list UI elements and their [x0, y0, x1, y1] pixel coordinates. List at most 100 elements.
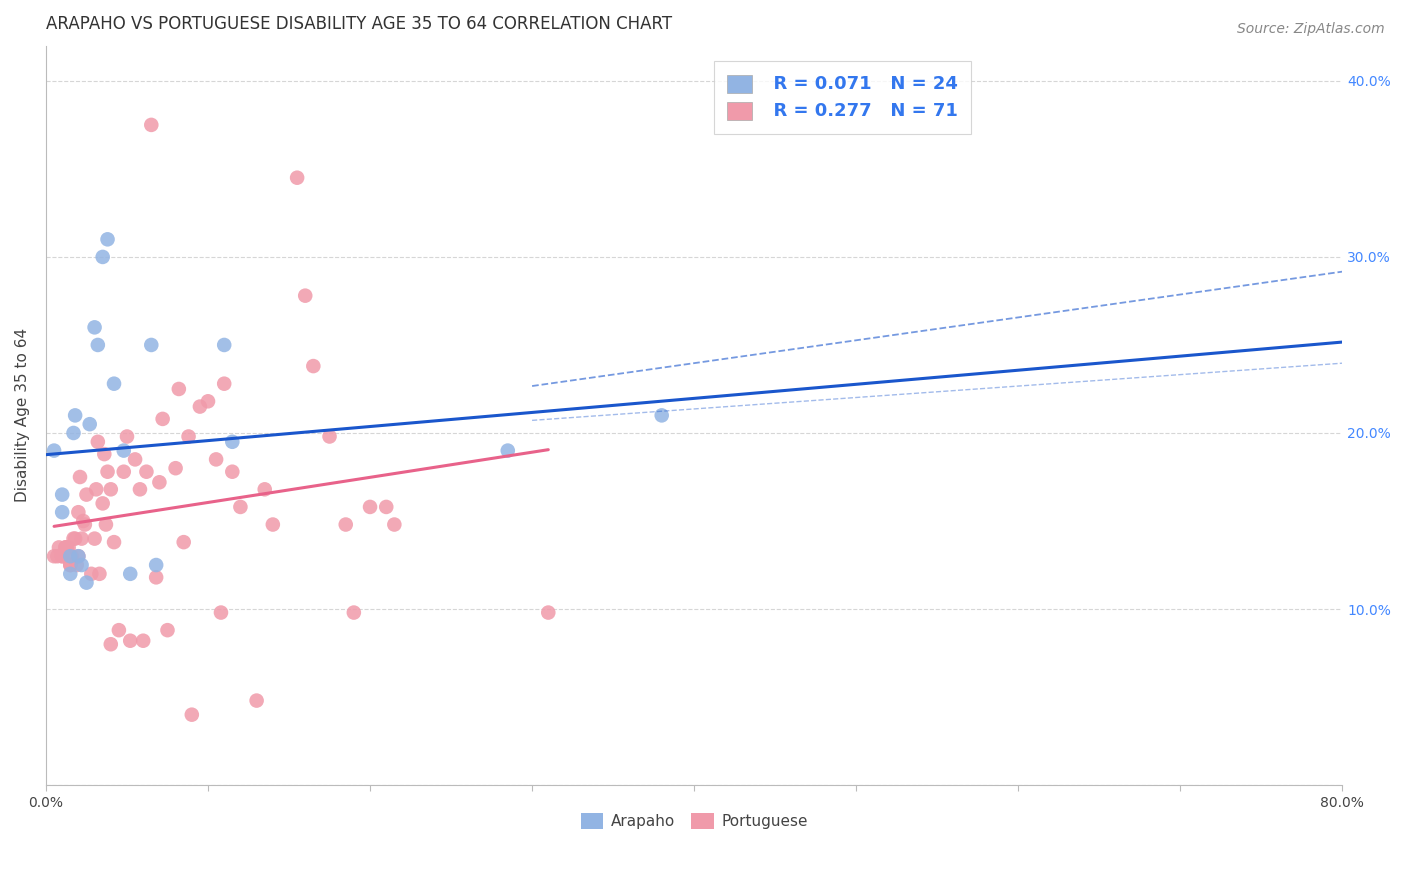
Point [51, 505, 73, 519]
Point [212, 376, 235, 391]
Point [145, 570, 167, 584]
Point [112, 443, 135, 458]
Point [63, 409, 86, 423]
Point [246, 693, 269, 707]
Point [66, 558, 89, 572]
Point [42, 549, 65, 564]
Point [173, 535, 195, 549]
Point [76, 575, 98, 590]
Point [69, 470, 91, 484]
Point [51, 487, 73, 501]
Point [302, 359, 325, 373]
Point [83, 532, 105, 546]
Point [294, 288, 316, 302]
Point [51, 549, 73, 564]
Point [87, 434, 110, 449]
Point [221, 434, 243, 449]
Point [132, 633, 155, 648]
Point [58, 541, 80, 555]
Point [55, 541, 77, 555]
Point [70, 558, 93, 572]
Point [165, 461, 187, 475]
Point [62, 425, 84, 440]
Point [60, 549, 83, 564]
Point [80, 566, 103, 581]
Point [205, 452, 228, 467]
Point [115, 429, 138, 443]
Point [67, 549, 90, 564]
Point [83, 320, 105, 334]
Point [262, 517, 284, 532]
Point [59, 558, 82, 572]
Point [112, 465, 135, 479]
Point [177, 429, 200, 443]
Point [188, 400, 211, 414]
Point [96, 465, 118, 479]
Point [209, 606, 232, 620]
Point [62, 532, 84, 546]
Point [59, 549, 82, 564]
Point [103, 535, 125, 549]
Point [48, 541, 70, 555]
Point [343, 606, 366, 620]
Text: ARAPAHO VS PORTUGUESE DISABILITY AGE 35 TO 64 CORRELATION CHART: ARAPAHO VS PORTUGUESE DISABILITY AGE 35 … [46, 15, 672, 33]
Point [42, 443, 65, 458]
Point [73, 517, 96, 532]
Legend: Arapaho, Portuguese: Arapaho, Portuguese [572, 805, 815, 837]
Point [141, 338, 163, 352]
Point [197, 394, 219, 409]
Text: Source: ZipAtlas.com: Source: ZipAtlas.com [1237, 22, 1385, 37]
Point [120, 566, 142, 581]
Point [496, 443, 519, 458]
Point [56, 541, 79, 555]
Point [59, 558, 82, 572]
Point [103, 376, 125, 391]
Point [67, 505, 90, 519]
Point [537, 606, 560, 620]
Point [84, 483, 107, 497]
Point [46, 549, 69, 564]
Point [135, 465, 157, 479]
Point [180, 707, 202, 722]
Point [91, 496, 114, 510]
Y-axis label: Disability Age 35 to 64: Disability Age 35 to 64 [15, 328, 30, 502]
Point [120, 633, 142, 648]
Point [285, 170, 308, 185]
Point [318, 429, 340, 443]
Point [382, 517, 405, 532]
Point [253, 483, 276, 497]
Point [108, 623, 131, 637]
Point [375, 500, 398, 514]
Point [212, 338, 235, 352]
Point [221, 465, 243, 479]
Point [100, 637, 122, 651]
Point [359, 500, 381, 514]
Point [87, 338, 110, 352]
Point [335, 517, 357, 532]
Point [51, 549, 73, 564]
Point [229, 500, 252, 514]
Point [145, 558, 167, 572]
Point [79, 417, 101, 432]
Point [167, 382, 190, 396]
Point [76, 487, 98, 501]
Point [96, 232, 118, 246]
Point [94, 517, 117, 532]
Point [129, 483, 152, 497]
Point [89, 566, 111, 581]
Point [59, 566, 82, 581]
Point [651, 409, 673, 423]
Point [156, 623, 179, 637]
Point [141, 118, 163, 132]
Point [91, 250, 114, 264]
Point [67, 549, 90, 564]
Point [100, 483, 122, 497]
Point [93, 447, 115, 461]
Point [70, 532, 93, 546]
Point [152, 412, 174, 426]
Point [55, 541, 77, 555]
Point [63, 532, 86, 546]
Point [148, 475, 170, 490]
Point [72, 514, 94, 528]
Point [124, 452, 146, 467]
